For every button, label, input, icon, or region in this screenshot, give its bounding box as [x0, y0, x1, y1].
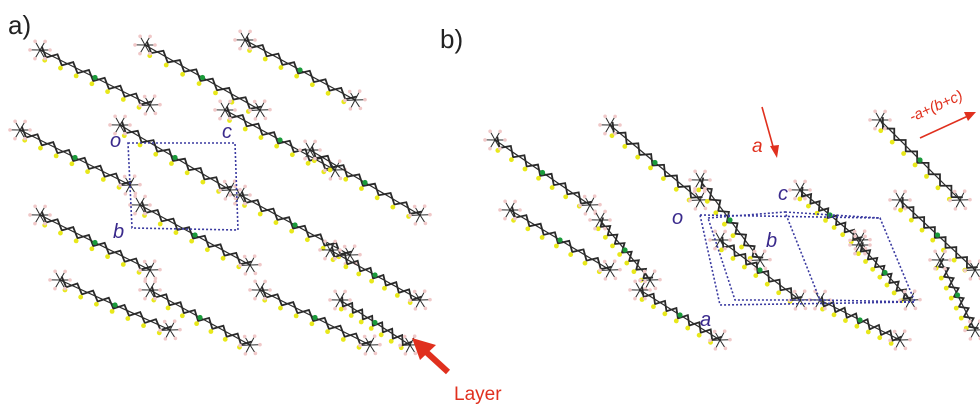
panel-a-molecule-0: [28, 39, 162, 116]
panel-b-label: b): [440, 24, 463, 54]
panel-b: b) o c b a a -a+(b+c): [440, 24, 980, 351]
panel-b-axis-b-label: b: [766, 230, 777, 252]
panel-a-molecule-13: [248, 279, 382, 356]
layer-arrow: [412, 338, 451, 375]
panel-b-molecule-8: [808, 289, 912, 351]
panel-a-axis-b-label: b: [113, 221, 124, 243]
panel-a-molecule-14: [328, 289, 422, 356]
view-direction-arrow: [761, 106, 779, 158]
panel-a-molecule-12: [138, 279, 262, 356]
stack-direction-arrow: [919, 112, 976, 139]
panel-a-molecule-8: [128, 194, 262, 276]
panel-a-axis-c-label: c: [222, 121, 232, 143]
panel-a-molecule-1: [133, 34, 272, 121]
panel-a-molecule-6: [298, 139, 432, 226]
panel-a-molecule-2: [233, 29, 367, 111]
panel-a-molecule-4: [108, 114, 242, 201]
panel-a-molecule-11: [48, 269, 182, 341]
panel-a-molecule-5: [213, 99, 347, 181]
stack-direction-label: -a+(b+c): [907, 87, 966, 126]
panel-a-label: a): [8, 10, 31, 40]
panel-b-molecule-3: [588, 209, 662, 291]
panel-b-molecule-12: [928, 249, 980, 341]
panel-a-origin-label: o: [110, 130, 121, 152]
panel-b-molecule-6: [708, 229, 812, 311]
panel-a-molecule-9: [228, 184, 362, 266]
layer-label: Layer: [454, 384, 502, 405]
panel-b-molecule-7: [788, 179, 872, 251]
panel-b-molecule-0: [483, 129, 602, 216]
panel-b-axis-c-label: c: [778, 183, 788, 205]
panel-b-unit-cell: [698, 211, 917, 306]
view-direction-label: a: [752, 136, 763, 157]
panel-b-molecule-11: [888, 189, 980, 281]
panel-a-molecule-10: [318, 239, 432, 311]
panel-a-molecular-layers: [8, 29, 432, 356]
panel-a-molecule-7: [28, 204, 162, 281]
panel-a-molecule-3: [8, 119, 142, 196]
panel-b-axis-a-label: a: [700, 309, 711, 331]
panel-b-molecule-4: [628, 279, 732, 351]
panel-a-unit-cell: [127, 142, 239, 231]
panel-b-molecule-10: [868, 109, 972, 211]
panel-b-molecule-1: [498, 199, 622, 281]
panel-b-molecule-5: [688, 169, 772, 271]
panel-b-molecule-2: [598, 114, 712, 211]
panel-b-molecule-9: [848, 234, 922, 311]
panel-a: a) o c b Layer: [8, 10, 502, 405]
panel-b-origin-label: o: [672, 207, 683, 229]
panel-b-molecules: [483, 109, 980, 351]
